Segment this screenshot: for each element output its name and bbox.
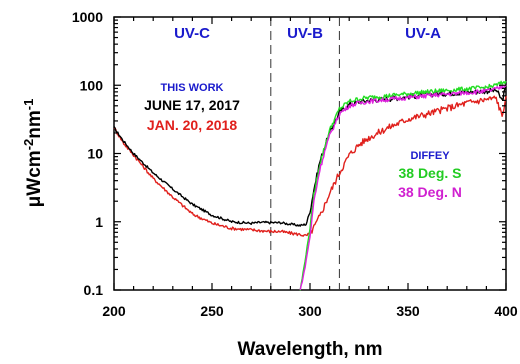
x-axis-title: Wavelength, nm: [238, 339, 383, 360]
annotation-jan-2018: JAN. 20, 2018: [147, 117, 237, 133]
y-tick-label-100: 100: [80, 77, 104, 93]
region-label-uv-b: UV-B: [287, 25, 323, 42]
region-label-uv-c: UV-C: [174, 25, 210, 42]
annotation-38-deg-n: 38 Deg. N: [398, 184, 462, 200]
y-axis-ticks: [114, 16, 506, 291]
annotation-june-2017: JUNE 17, 2017: [144, 97, 240, 113]
annotation-this-work: THIS WORK: [161, 82, 224, 94]
x-tick-label-300: 300: [298, 303, 322, 319]
plot-area: [113, 16, 507, 291]
y-tick-label-1000: 1000: [72, 9, 103, 25]
region-dividers: [270, 17, 340, 290]
series-lines: [113, 80, 507, 291]
y-axis-title: μWcm-2nm-1: [21, 99, 46, 208]
annotation-diffey: DIFFEY: [410, 150, 450, 162]
y-tick-label-0.1: 0.1: [84, 282, 104, 298]
annotation-38-deg-s: 38 Deg. S: [398, 165, 461, 181]
x-tick-label-200: 200: [102, 303, 126, 319]
y-tick-label-10: 10: [87, 146, 103, 162]
series-line-38-deg-n: [299, 84, 507, 290]
y-tick-label-1: 1: [95, 214, 103, 230]
x-tick-label-250: 250: [200, 303, 224, 319]
x-tick-label-400: 400: [494, 303, 518, 319]
region-label-uv-a: UV-A: [405, 25, 441, 42]
series-line-38-deg-s: [299, 80, 507, 291]
x-tick-label-350: 350: [396, 303, 420, 319]
